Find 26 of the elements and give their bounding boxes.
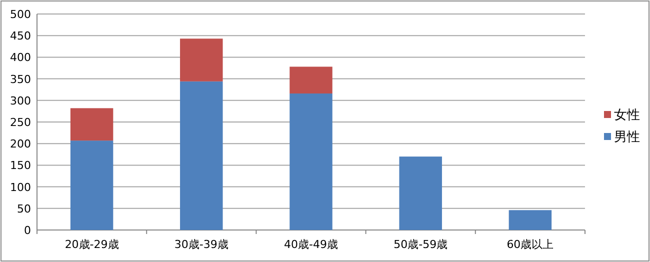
- x-tick-label: 50歳-59歳: [394, 238, 448, 251]
- bar: [180, 81, 223, 230]
- y-tick-label: 450: [10, 30, 31, 43]
- legend-label: 男性: [614, 130, 640, 145]
- bar: [70, 108, 114, 141]
- y-tick-label: 250: [10, 116, 31, 129]
- y-tick-label: 300: [10, 94, 31, 108]
- bar: [399, 156, 442, 230]
- bar: [70, 140, 114, 230]
- bar: [290, 66, 332, 94]
- y-tick-label: 50: [17, 202, 31, 216]
- y-tick-label: 0: [24, 224, 31, 237]
- y-tick-label: 100: [10, 180, 31, 194]
- y-tick-label: 350: [10, 72, 31, 86]
- bar: [180, 38, 223, 82]
- bar: [508, 210, 552, 230]
- bar: [290, 93, 332, 230]
- y-tick-label: 500: [10, 8, 31, 21]
- x-tick-label: 40歳-49歳: [284, 238, 338, 251]
- y-tick-label: 150: [10, 159, 31, 172]
- y-tick-label: 200: [10, 138, 31, 151]
- x-tick-label: 20歳-29歳: [64, 238, 119, 251]
- x-tick-label: 60歳以上: [506, 238, 554, 251]
- legend-label: 女性: [614, 108, 640, 123]
- x-tick-label: 30歳-39歳: [174, 238, 228, 251]
- y-tick-label: 400: [10, 51, 31, 64]
